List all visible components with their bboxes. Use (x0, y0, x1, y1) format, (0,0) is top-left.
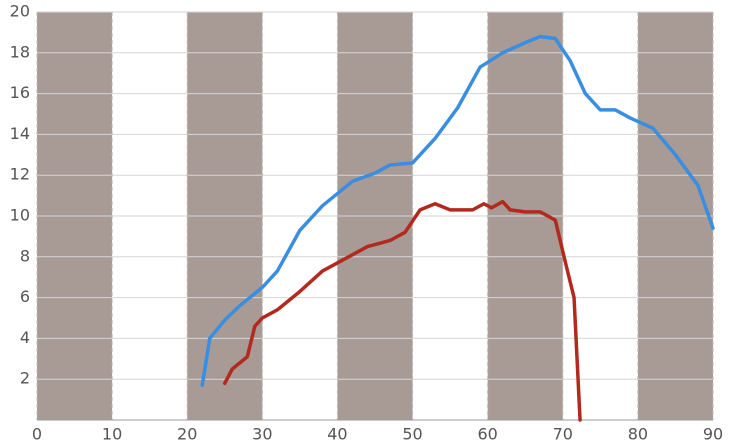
x-tick-label: 90 (703, 425, 723, 444)
x-tick-label: 70 (553, 425, 573, 444)
x-tick-label: 40 (327, 425, 347, 444)
y-tick-label: 12 (10, 165, 30, 184)
line (223, 199, 582, 422)
y-tick-label: 18 (10, 42, 30, 61)
x-tick-label: 50 (402, 425, 422, 444)
y-tick-label: 10 (10, 206, 30, 225)
x-tick-label: 80 (628, 425, 648, 444)
x-tick-label: 0 (32, 425, 42, 444)
y-tick-label: 16 (10, 83, 30, 102)
x-tick-label: 10 (102, 425, 122, 444)
y-tick-label: 6 (20, 287, 30, 306)
y-tick-label: 8 (20, 246, 30, 265)
x-tick-label: 60 (477, 425, 497, 444)
line (200, 34, 715, 388)
y-tick-label: 14 (10, 124, 30, 143)
y-tick-label: 20 (10, 2, 30, 21)
y-tick-label: 4 (20, 328, 30, 347)
x-tick-label: 30 (252, 425, 272, 444)
x-tick-label: 20 (177, 425, 197, 444)
y-tick-label: 2 (20, 369, 30, 388)
